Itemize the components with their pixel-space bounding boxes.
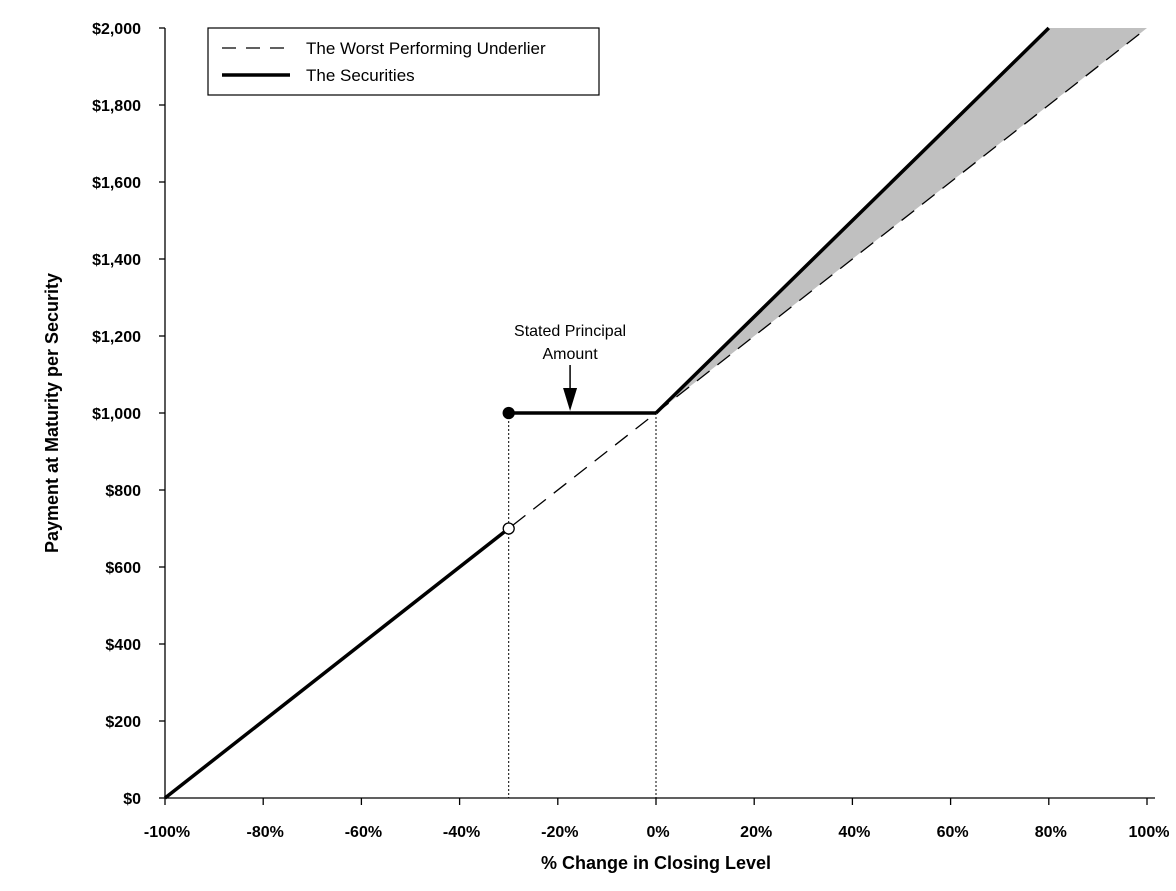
x-tick-label: -100% (144, 824, 190, 841)
legend-box (207, 27, 600, 96)
y-tick-label: $400 (105, 637, 141, 654)
y-axis-title: Payment at Maturity per Security (42, 273, 62, 553)
y-tick-label: $2,000 (92, 21, 141, 38)
x-tick-label: 100% (1129, 824, 1170, 841)
annotation-arrow (563, 365, 578, 411)
x-tick-label: 80% (1035, 824, 1067, 841)
y-tick-label: $800 (105, 483, 141, 500)
reference-lines (508, 413, 657, 798)
y-tick-label: $600 (105, 560, 141, 577)
x-tick-label: -60% (345, 824, 382, 841)
x-tick-label: 20% (740, 824, 772, 841)
x-tick-label: -80% (247, 824, 284, 841)
x-tick-label: -40% (443, 824, 480, 841)
x-tick-label: 0% (646, 824, 669, 841)
marker-filled (502, 406, 515, 420)
y-tick-label: $0 (123, 791, 141, 808)
series-securities-segment-2 (654, 26, 1051, 415)
annotation-line-1: Stated Principal (514, 323, 626, 340)
legend: The Worst Performing Underlier The Secur… (207, 27, 600, 96)
y-tick-label: $1,200 (92, 329, 141, 346)
series-lines (163, 26, 1148, 800)
outperformance-shaded-region (656, 28, 1147, 413)
y-tick-label: $1,000 (92, 406, 141, 423)
y-tick-label: $200 (105, 714, 141, 731)
annotation: Stated Principal Amount (514, 323, 626, 411)
annotation-line-2: Amount (543, 346, 599, 363)
legend-label-securities: The Securities (306, 66, 415, 85)
legend-label-underlier: The Worst Performing Underlier (306, 39, 546, 58)
shaded-area (656, 28, 1147, 413)
x-tick-label: 60% (937, 824, 969, 841)
series-securities-segment-0 (163, 527, 510, 800)
markers (502, 406, 515, 535)
y-tick-label: $1,400 (92, 252, 141, 269)
x-tick-label: -20% (541, 824, 578, 841)
x-tick-label: 40% (838, 824, 870, 841)
x-axis-title: % Change in Closing Level (541, 853, 771, 873)
y-tick-label: $1,600 (92, 175, 141, 192)
axes: $0 $200 $400 $600 $800 $1,000 $1,200 $1,400 $1,6… (92, 21, 1169, 841)
marker-open (502, 522, 515, 535)
y-tick-label: $1,800 (92, 98, 141, 115)
annotation-arrow-head (563, 388, 578, 411)
